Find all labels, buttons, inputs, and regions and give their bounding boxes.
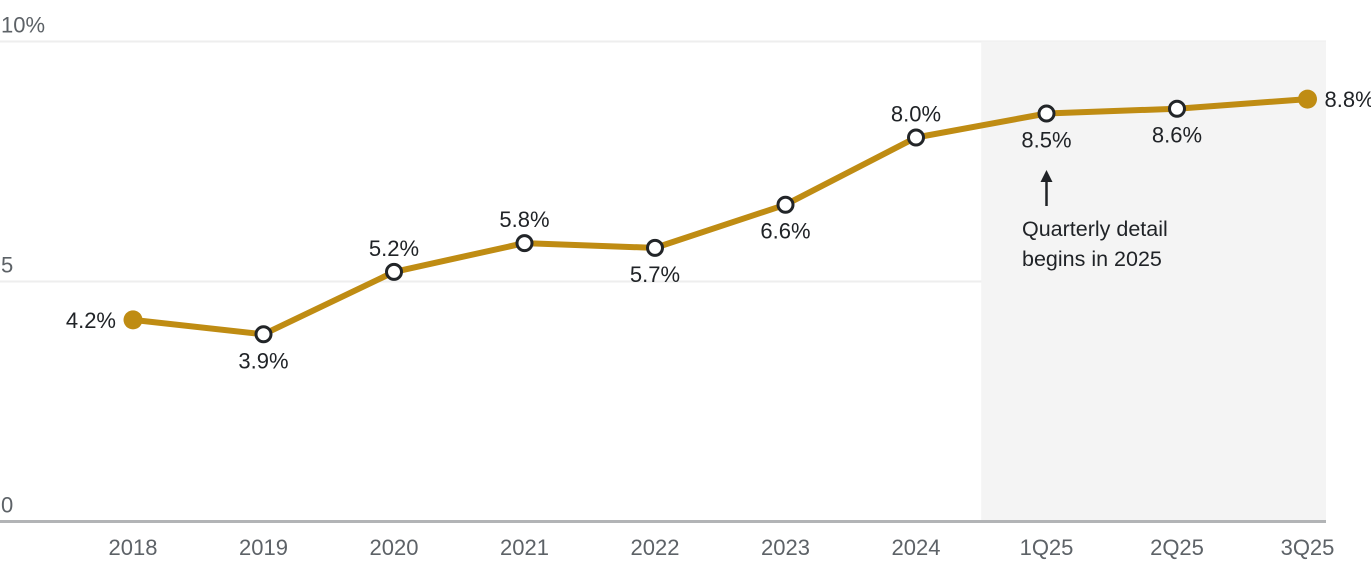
data-label-2019: 3.9%: [238, 348, 288, 373]
annotation-line-1: Quarterly detail: [1022, 217, 1168, 241]
series-line: [130, 96, 1311, 338]
data-label-2021: 5.8%: [499, 207, 549, 232]
marker-open-2019: [254, 325, 273, 344]
data-label-2023: 6.6%: [760, 219, 810, 244]
annotation-line-2: begins in 2025: [1022, 247, 1162, 271]
data-label-3Q25: 8.8%: [1325, 87, 1371, 112]
x-tick-label-3Q25: 3Q25: [1281, 535, 1335, 560]
y-tick-label-1: 5: [1, 253, 13, 278]
x-tick-label-1Q25: 1Q25: [1020, 535, 1074, 560]
marker-open-2022: [646, 238, 664, 257]
marker-open-2Q25: [1168, 99, 1186, 118]
x-tick-label-2019: 2019: [239, 535, 288, 560]
x-tick-label-2018: 2018: [109, 535, 158, 560]
highlight-region-2025: [981, 41, 1326, 522]
x-tick-label-2021: 2021: [500, 535, 549, 560]
marker-open-1Q25: [1037, 104, 1056, 123]
x-tick-label-2023: 2023: [761, 535, 810, 560]
data-label-2022: 5.7%: [630, 262, 680, 287]
marker-filled-3Q25: [1298, 89, 1317, 109]
annotation-arrow-head: [1040, 170, 1053, 182]
x-tick-label-2024: 2024: [892, 535, 941, 560]
x-tick-label-2022: 2022: [631, 535, 680, 560]
marker-open-2024: [907, 128, 925, 147]
marker-open-2023: [776, 195, 795, 214]
marker-filled-2018: [123, 310, 143, 330]
x-tick-label-2020: 2020: [370, 535, 419, 560]
marker-open-2020: [385, 262, 403, 281]
data-label-1Q25: 8.5%: [1021, 128, 1071, 153]
data-label-2024: 8.0%: [891, 102, 941, 127]
x-tick-label-2Q25: 2Q25: [1150, 535, 1204, 560]
y-tick-label-0: 0: [1, 493, 13, 518]
annotation-quarterly-detail: Quarterly detail begins in 2025: [1022, 214, 1168, 274]
marker-open-2021: [515, 234, 534, 253]
y-tick-label-2: 10%: [1, 13, 45, 38]
data-label-2018: 4.2%: [66, 308, 116, 333]
data-label-2020: 5.2%: [369, 236, 419, 261]
data-label-2Q25: 8.6%: [1152, 123, 1202, 148]
